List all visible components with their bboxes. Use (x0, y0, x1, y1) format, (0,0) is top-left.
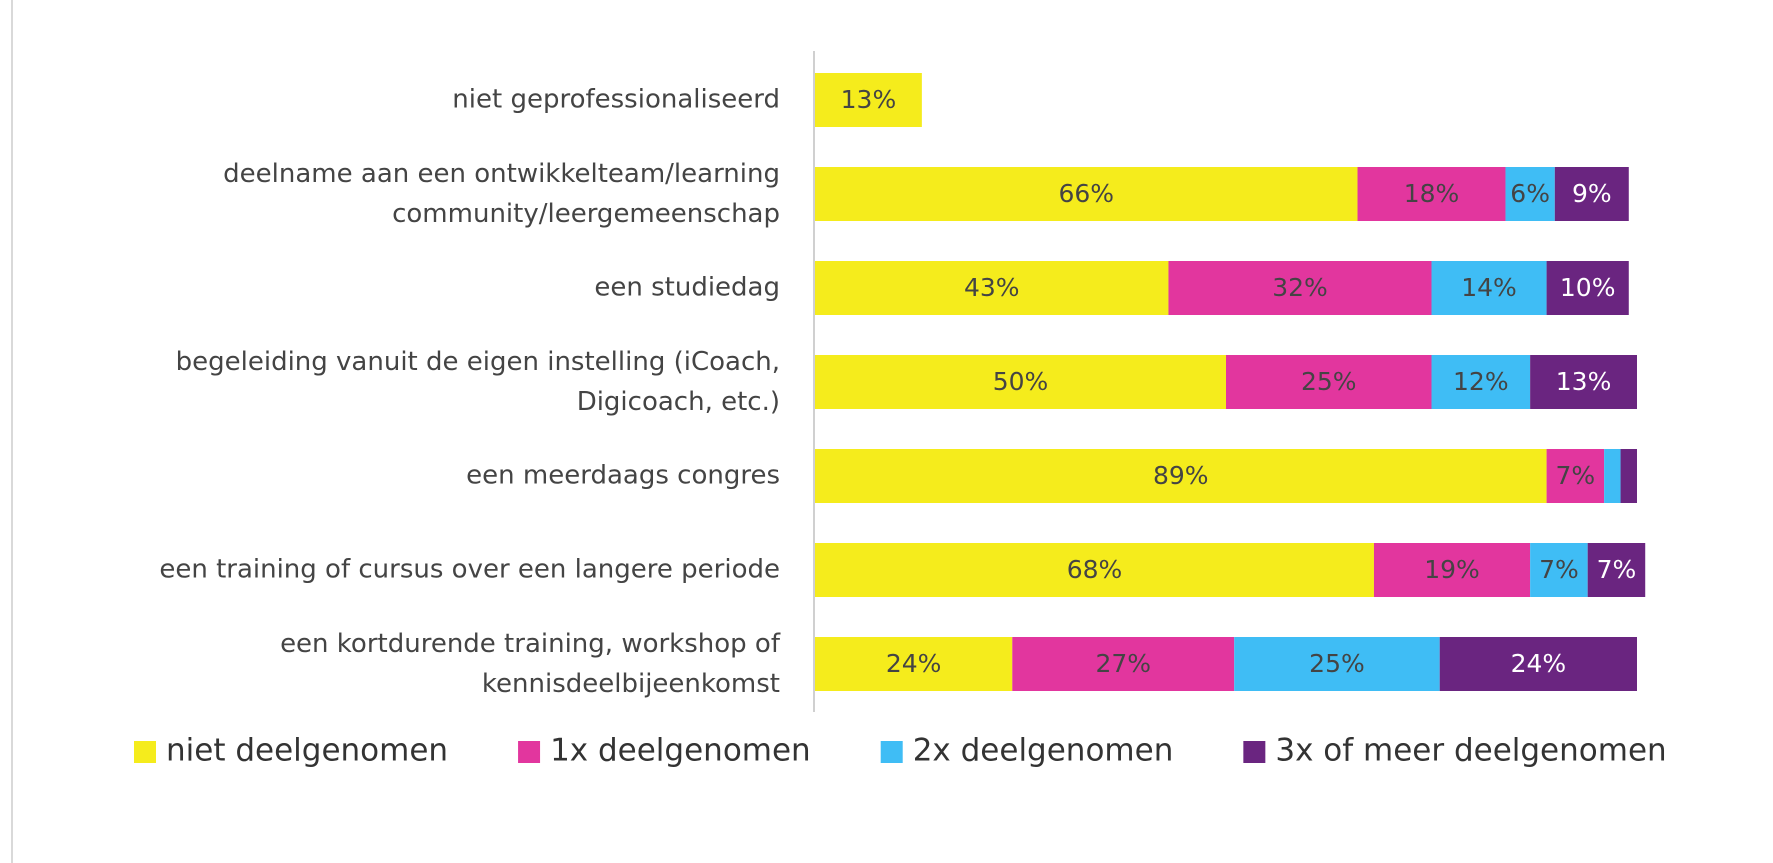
bar-segment (1546, 449, 1605, 503)
value-label: 18% (1404, 179, 1460, 208)
value-label: 13% (1556, 367, 1612, 396)
bar-segment (815, 543, 1374, 597)
value-label: 24% (1511, 649, 1567, 678)
bar-segment (1604, 449, 1621, 503)
bar-segment (1431, 261, 1547, 315)
value-label: 32% (1272, 273, 1328, 302)
bar-segment (815, 449, 1547, 503)
bar-segment (1554, 167, 1629, 221)
value-label: 43% (964, 273, 1020, 302)
bar-segment (1431, 355, 1531, 409)
value-label: 14% (1461, 273, 1517, 302)
bar-segment (1234, 637, 1440, 691)
bar-segment (1530, 543, 1588, 597)
bar-segment (815, 355, 1226, 409)
category-label: deelname aan een ontwikkelteam/learning c… (223, 159, 780, 229)
legend-label: niet deelgenomen (166, 733, 448, 769)
value-label: 13% (841, 85, 897, 114)
bar-segment (1505, 167, 1555, 221)
legend-swatch (134, 741, 156, 763)
bar-segment (1012, 637, 1235, 691)
bar-segment (1168, 261, 1432, 315)
legend-swatch (880, 741, 903, 763)
category-label: begeleiding vanuit de eigen instelling (… (176, 347, 780, 417)
bar-segment (1620, 449, 1637, 503)
value-label: 7% (1597, 555, 1637, 584)
bar-segment (815, 637, 1013, 691)
value-label: 12% (1453, 367, 1509, 396)
legend-label: 1x deelgenomen (550, 733, 811, 769)
legend-label: 3x of meer deelgenomen (1275, 733, 1666, 769)
value-label: 66% (1058, 179, 1114, 208)
bar-segment (1373, 543, 1531, 597)
value-label: 7% (1556, 461, 1596, 490)
value-label: 7% (1539, 555, 1579, 584)
category-label: een studiedag (594, 273, 780, 303)
value-label: 89% (1153, 461, 1209, 490)
bar-segment (815, 167, 1358, 221)
value-label: 25% (1301, 367, 1357, 396)
value-label: 9% (1572, 179, 1612, 208)
legend-swatch (518, 741, 541, 763)
value-label: 27% (1095, 649, 1151, 678)
category-label: een kortdurende training, workshop of ken… (280, 629, 781, 699)
bar-segment (1439, 637, 1637, 691)
bar-segment (815, 73, 922, 127)
category-label: een meerdaags congres (466, 461, 780, 491)
value-label: 19% (1424, 555, 1480, 584)
value-label: 25% (1309, 649, 1365, 678)
value-label: 68% (1067, 555, 1123, 584)
value-label: 10% (1560, 273, 1616, 302)
value-label: 6% (1510, 179, 1550, 208)
bar-segment (1530, 355, 1637, 409)
category-label: een training of cursus over een langere … (159, 555, 780, 585)
legend-label: 2x deelgenomen (913, 733, 1174, 769)
category-label: niet geprofessionaliseerd (452, 85, 780, 115)
value-label: 24% (886, 649, 942, 678)
bar-segment (1226, 355, 1432, 409)
bar-segment (1546, 261, 1629, 315)
bar-segment (1587, 543, 1646, 597)
bar-segment (815, 261, 1169, 315)
value-label: 50% (993, 367, 1049, 396)
bar-segment (1357, 167, 1506, 221)
legend-swatch (1243, 741, 1266, 763)
